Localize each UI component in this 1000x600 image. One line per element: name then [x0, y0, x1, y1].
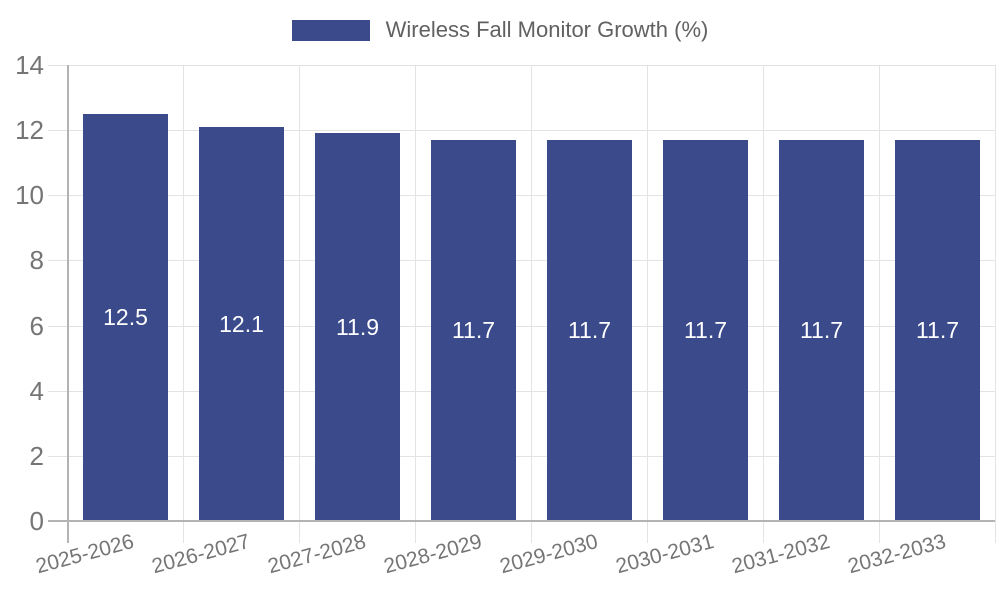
- legend-label: Wireless Fall Monitor Growth (%): [385, 17, 709, 42]
- bar-2027-2028: 11.9: [315, 133, 400, 521]
- bar-2032-2033: 11.7: [895, 140, 980, 521]
- bar-2029-2030: 11.7: [547, 140, 632, 521]
- bar-2028-2029: 11.7: [431, 140, 516, 521]
- v-gridline: [415, 65, 416, 543]
- h-gridline: [48, 260, 995, 261]
- x-tick-label: 2028-2029: [380, 530, 484, 579]
- v-gridline: [531, 65, 532, 543]
- bar-value-label: 11.7: [915, 317, 960, 343]
- y-tick-label: 0: [29, 506, 44, 536]
- x-tick-label: 2027-2028: [264, 530, 368, 579]
- bar-value-label: 12.1: [219, 310, 264, 337]
- y-tick-label: 10: [15, 180, 44, 210]
- bar-value-label: 11.7: [451, 317, 496, 343]
- v-gridline: [995, 65, 996, 543]
- x-tick-label: 2032-2033: [844, 530, 948, 579]
- legend-swatch: [291, 19, 370, 41]
- bar-2026-2027: 12.1: [199, 127, 284, 521]
- v-gridline: [647, 65, 648, 543]
- y-tick-label: 12: [15, 115, 44, 145]
- y-tick-label: 2: [29, 441, 44, 471]
- y-axis-line: [67, 65, 69, 543]
- y-tick-label: 4: [29, 376, 44, 406]
- bar-value-label: 11.7: [567, 317, 612, 343]
- x-axis-line: [48, 520, 995, 522]
- x-tick-label: 2030-2031: [612, 530, 716, 579]
- bar-value-label: 11.7: [799, 317, 844, 343]
- bar-value-label: 12.5: [103, 304, 148, 330]
- bar-value-label: 11.9: [335, 313, 380, 340]
- bar-value-label: 11.7: [683, 317, 728, 343]
- v-gridline: [183, 65, 184, 543]
- legend: Wireless Fall Monitor Growth (%): [0, 17, 1000, 42]
- y-tick-label: 6: [29, 311, 44, 341]
- y-tick-label: 8: [29, 245, 44, 275]
- v-gridline: [299, 65, 300, 543]
- x-tick-label: 2029-2030: [496, 530, 600, 579]
- x-tick-label: 2031-2032: [728, 530, 832, 579]
- h-gridline: [48, 326, 995, 327]
- v-gridline: [763, 65, 764, 543]
- x-tick-label: 2026-2027: [148, 530, 252, 579]
- h-gridline: [48, 65, 995, 66]
- h-gridline: [48, 456, 995, 457]
- h-gridline: [48, 130, 995, 131]
- bar-2025-2026: 12.5: [83, 114, 168, 521]
- y-tick-label: 14: [15, 50, 44, 80]
- h-gridline: [48, 391, 995, 392]
- bar-2031-2032: 11.7: [779, 140, 864, 521]
- v-gridline: [879, 65, 880, 543]
- bar-2030-2031: 11.7: [663, 140, 748, 521]
- x-tick-label: 2025-2026: [32, 530, 136, 579]
- h-gridline: [48, 195, 995, 196]
